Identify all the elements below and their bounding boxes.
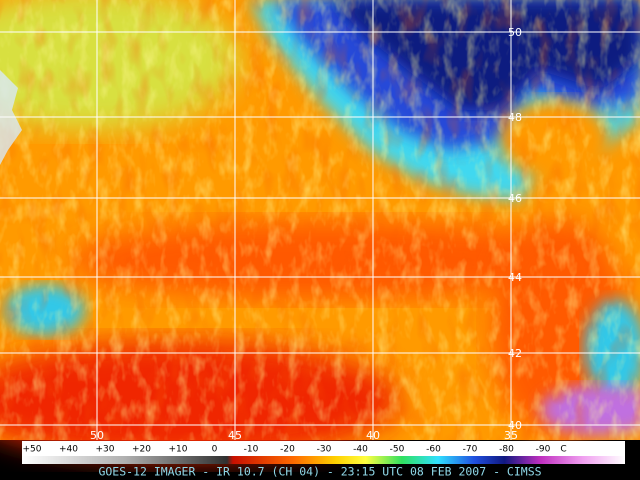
colorbar-tick-label: +10 [169, 445, 188, 455]
colorbar-tick-label: +40 [59, 445, 78, 455]
latitude-label: 40 [508, 419, 522, 432]
latitude-label: 42 [508, 347, 522, 360]
colorbar-tick-label: -50 [390, 445, 405, 455]
colorbar-tick-label: +50 [23, 445, 42, 455]
longitude-label: 50 [90, 429, 104, 442]
colorbar-tick-label: +20 [132, 445, 151, 455]
colorbar-label-strip [22, 441, 625, 456]
colorbar-tick-label: -90 [536, 445, 551, 455]
colorbar-tick-label: -60 [426, 445, 441, 455]
latitude-label: 44 [508, 271, 522, 284]
colorbar-tick-label: -30 [317, 445, 332, 455]
caption: GOES-12 IMAGER - IR 10.7 (CH 04) - 23:15… [98, 465, 541, 479]
latitude-label: 48 [508, 111, 522, 124]
graticule [0, 0, 640, 440]
latitude-label: 50 [508, 26, 522, 39]
colorbar-labels: +50 +40 +30 +20 +10 0 -10 -20 -30 -40 -50 -60 -70 -80… [23, 445, 567, 455]
colorbar-tick-label: 0 [212, 445, 218, 455]
colorbar-tick-label: -10 [244, 445, 259, 455]
colorbar-tick-label: -70 [463, 445, 478, 455]
imagery [0, 0, 640, 460]
latitude-label: 46 [508, 192, 522, 205]
longitude-label: 45 [228, 429, 242, 442]
colorbar-tick-label: +30 [96, 445, 115, 455]
colorbar-tick-label: -80 [499, 445, 514, 455]
colorbar-tick-label: -20 [280, 445, 295, 455]
colorbar-unit: C [560, 445, 566, 455]
longitude-label: 35 [504, 429, 518, 442]
colorbar [22, 456, 625, 464]
longitude-label: 40 [366, 429, 380, 442]
colorbar-tick-label: -40 [353, 445, 368, 455]
